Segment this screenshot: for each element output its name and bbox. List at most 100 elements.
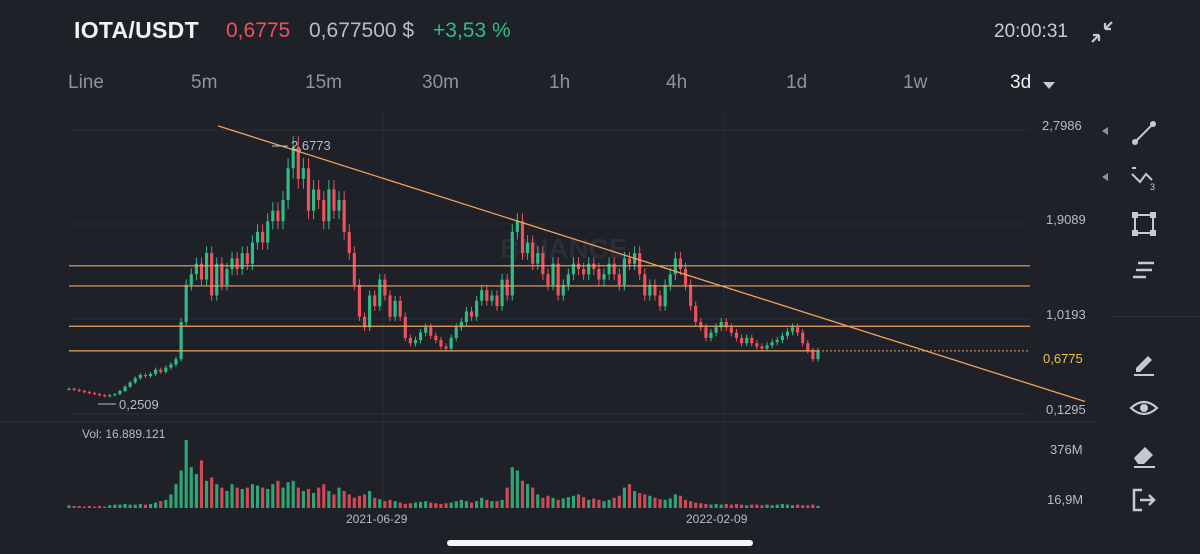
volume-bar — [587, 499, 591, 508]
volume-bar — [378, 499, 382, 508]
candle-body — [317, 189, 321, 201]
candle-body — [67, 388, 71, 391]
candle-body — [668, 274, 672, 285]
candle-body — [82, 390, 86, 393]
tab-1d[interactable]: 1d — [786, 72, 808, 93]
volume-bar — [541, 497, 545, 508]
low-marker: 0,2509 — [98, 397, 159, 412]
shape-tool-icon[interactable] — [1128, 208, 1160, 240]
volume-bar — [551, 497, 555, 508]
volume-bar — [704, 503, 708, 508]
candle-body — [408, 337, 412, 344]
tool-expand-arrow-1[interactable] — [1102, 127, 1108, 135]
chart-grid — [0, 110, 1100, 510]
volume-bar — [403, 503, 407, 508]
volume-bar — [225, 491, 229, 508]
volume-max-label: 376M — [1050, 442, 1083, 457]
candle-body — [648, 284, 652, 296]
candle-body — [811, 350, 815, 360]
eraser-icon[interactable] — [1128, 438, 1160, 470]
candle-body — [194, 263, 198, 275]
tab-5m[interactable]: 5m — [191, 72, 218, 93]
candle-body — [255, 231, 260, 243]
volume-bar — [780, 503, 784, 508]
volume-bar — [266, 488, 270, 508]
candle-body — [515, 221, 519, 232]
volume-bar — [811, 504, 815, 508]
candle-body — [627, 258, 632, 264]
home-indicator[interactable] — [447, 540, 753, 546]
candle-body — [138, 375, 142, 379]
candle-body — [806, 343, 810, 351]
candle-body — [378, 279, 382, 307]
candle-body — [189, 274, 193, 285]
volume-bar — [546, 495, 550, 508]
volume-bar — [520, 480, 525, 508]
volume-bar — [250, 484, 255, 508]
eye-icon[interactable] — [1128, 392, 1160, 424]
volume-bar — [255, 485, 260, 508]
pencil-icon[interactable] — [1128, 346, 1160, 378]
interval-tabs: Line 5m 15m 30m 1h 4h 1d 1w 3d — [0, 72, 1090, 102]
candle-body — [296, 147, 300, 179]
candle-body — [775, 340, 779, 343]
candle-body — [739, 337, 744, 344]
tab-3d[interactable]: 3d — [1010, 72, 1032, 93]
tab-1h[interactable]: 1h — [549, 72, 571, 93]
candle-body — [164, 367, 168, 372]
volume-bar — [480, 497, 484, 508]
candle-body — [495, 295, 499, 307]
candle-body — [398, 300, 402, 317]
fib-tool-icon[interactable]: 3 — [1128, 162, 1160, 194]
collapse-icon[interactable] — [1089, 19, 1115, 45]
tab-1w[interactable]: 1w — [903, 72, 928, 93]
volume-bar — [469, 502, 474, 508]
tab-4h[interactable]: 4h — [666, 72, 688, 93]
volume-bar — [750, 504, 754, 508]
indicator-tool-icon[interactable] — [1128, 254, 1160, 286]
candle-body — [444, 346, 448, 349]
volume-bar — [459, 499, 463, 508]
line-tool-icon[interactable] — [1128, 117, 1160, 149]
tab-15m[interactable]: 15m — [305, 72, 342, 93]
candle-body — [796, 327, 800, 333]
candle-body — [301, 168, 305, 179]
volume-bar — [429, 502, 433, 508]
candle-body — [490, 295, 494, 301]
candle-body — [306, 168, 311, 211]
price-chart[interactable]: BINANCE 2,7986 1,9089 1,0193 0,1295 0,67… — [0, 110, 1100, 530]
candle-body — [429, 327, 433, 336]
candle-body — [77, 389, 81, 392]
candle-body — [536, 253, 540, 264]
candle-body — [434, 335, 438, 341]
candle-body — [286, 168, 290, 201]
candle-body — [261, 231, 265, 243]
tab-line[interactable]: Line — [68, 72, 104, 93]
exit-icon[interactable] — [1128, 484, 1160, 516]
candle-body — [694, 306, 698, 323]
tab-30m[interactable]: 30m — [422, 72, 459, 93]
candle-body — [393, 300, 397, 317]
candle-body — [342, 200, 346, 232]
volume-bar — [296, 487, 300, 508]
candle-body — [245, 253, 249, 264]
volume-bar — [495, 501, 499, 508]
volume-bar — [816, 505, 820, 508]
candle-body — [123, 386, 127, 391]
volume-bar — [678, 495, 683, 508]
candle-body — [704, 327, 708, 338]
volume-bar — [276, 480, 280, 508]
volume-bar — [103, 506, 107, 508]
trading-pair[interactable]: IOTA/USDT — [74, 17, 199, 43]
volume-bar — [368, 491, 372, 508]
volume-bar — [434, 503, 438, 508]
volume-bar — [123, 503, 127, 508]
tool-expand-arrow-2[interactable] — [1102, 173, 1108, 181]
volume-bar — [770, 505, 774, 508]
candle-body — [551, 263, 555, 285]
candle-body — [179, 322, 183, 360]
interval-dropdown-caret[interactable] — [1043, 82, 1055, 89]
candle-body — [653, 284, 657, 296]
candle-body — [459, 322, 463, 328]
price-label-4: 0,1295 — [1046, 402, 1086, 417]
